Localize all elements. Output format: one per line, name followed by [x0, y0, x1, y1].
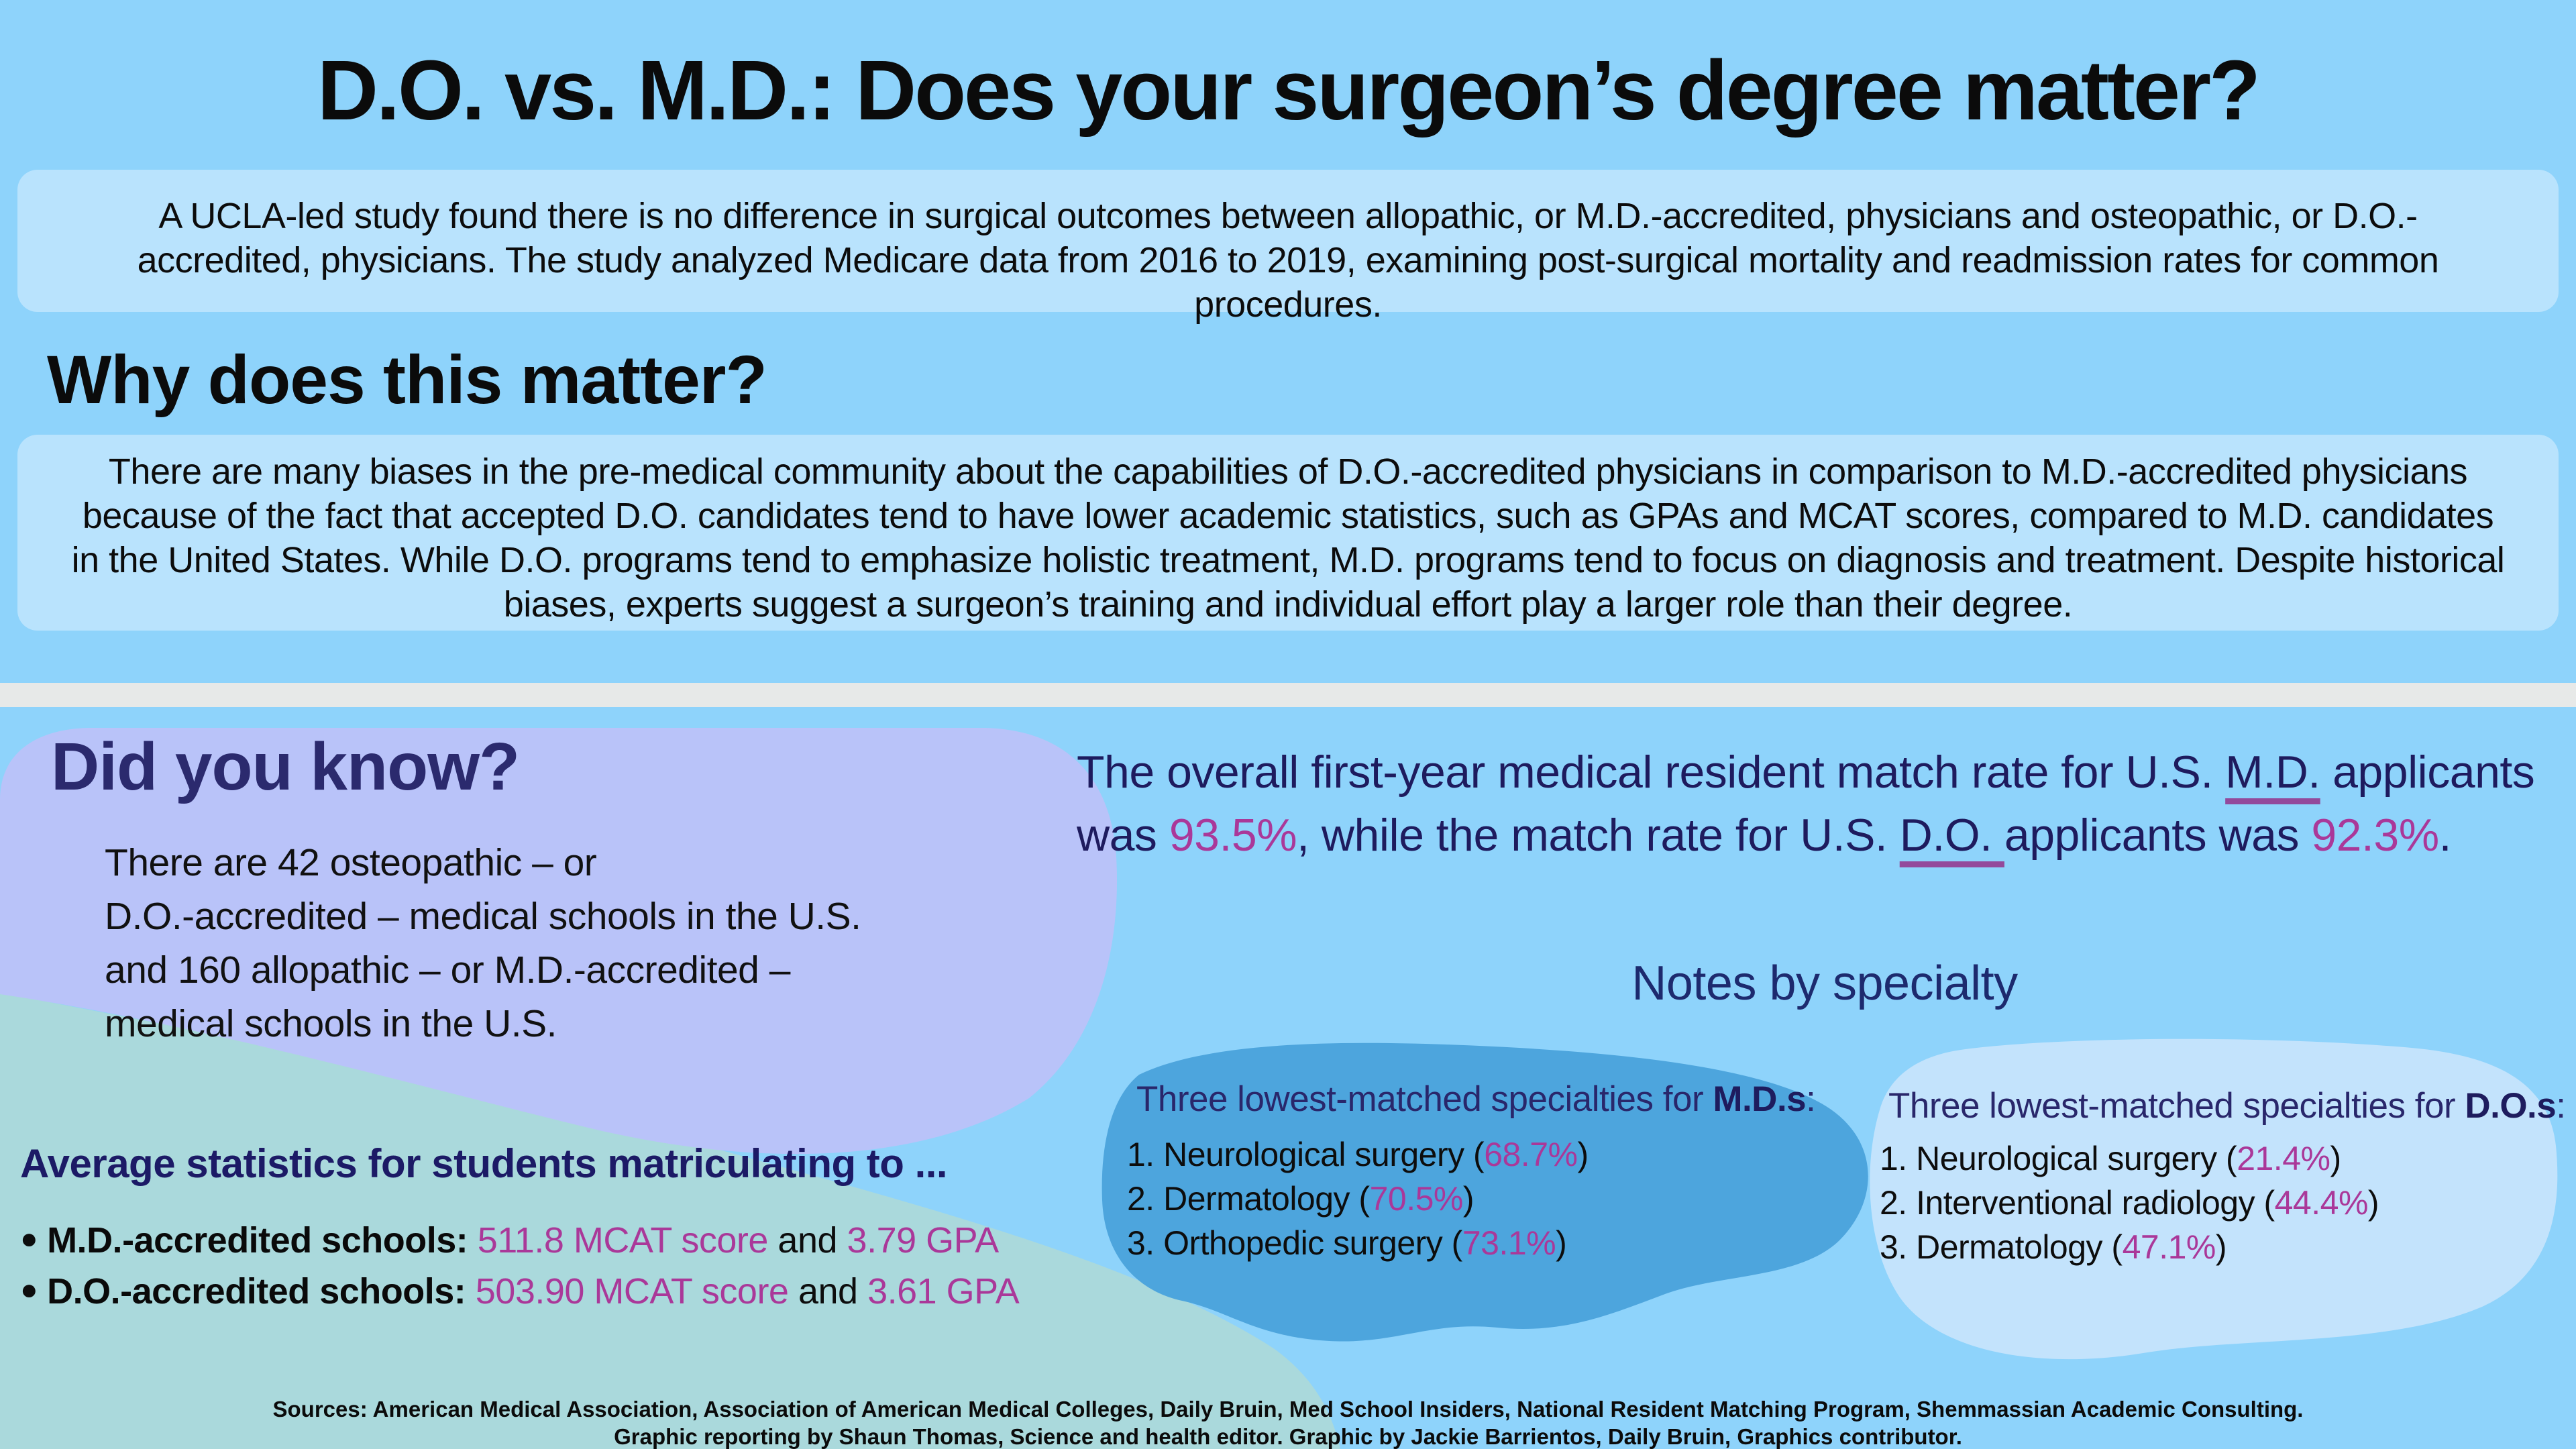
md-blob-list: 1. Neurological surgery (68.7%) 2. Derma…	[1127, 1132, 1589, 1265]
why-heading: Why does this matter?	[47, 341, 767, 418]
why-body-text: There are many biases in the pre-medical…	[71, 451, 2505, 625]
md-stats-text: M.D.-accredited schools: 511.8 MCAT scor…	[47, 1220, 999, 1260]
do-blob-list: 1. Neurological surgery (21.4%) 2. Inter…	[1880, 1136, 2379, 1269]
intro-summary-text: A UCLA-led study found there is no diffe…	[137, 196, 2439, 325]
page-title: D.O. vs. M.D.: Does your surgeon’s degre…	[317, 43, 2261, 138]
section-divider	[0, 683, 2576, 707]
credits-line: Graphic reporting by Shaun Thomas, Scien…	[614, 1424, 1962, 1449]
md-specialties-blob	[1102, 1042, 1868, 1342]
did-you-know-text: There are 42 osteopathic – or D.O.-accre…	[105, 841, 861, 1045]
list-item: 1. Neurological surgery (21.4%)	[1880, 1140, 2341, 1177]
list-item: 2. Dermatology (70.5%)	[1127, 1180, 1474, 1218]
list-item: 3. Dermatology (47.1%)	[1880, 1228, 2227, 1266]
md-blob-title: Three lowest-matched specialties for M.D…	[1136, 1079, 1816, 1119]
sources-line: Sources: American Medical Association, A…	[272, 1397, 2304, 1421]
why-body-box: There are many biases in the pre-medical…	[17, 435, 2559, 631]
list-item: 2. Interventional radiology (44.4%)	[1880, 1184, 2379, 1222]
notes-by-specialty-heading: Notes by specialty	[1631, 957, 2018, 1010]
do-blob-title: Three lowest-matched specialties for D.O…	[1888, 1086, 2566, 1126]
intro-summary-box: A UCLA-led study found there is no diffe…	[17, 170, 2559, 325]
bottom-background-shapes	[0, 707, 2576, 1449]
teal-corner-shape	[0, 993, 1340, 1449]
do-specialties-blob	[1870, 1038, 2558, 1360]
list-item: 1. Neurological surgery (68.7%)	[1127, 1136, 1589, 1173]
match-rate-statement: The overall first-year medical resident …	[1077, 747, 2535, 861]
do-stats-text: D.O.-accredited schools: 503.90 MCAT sco…	[47, 1271, 1020, 1311]
periwinkle-panel-shape	[0, 728, 1118, 1155]
md-stats-bullet: ● M.D.-accredited schools: 511.8 MCAT sco…	[20, 1220, 999, 1261]
list-item: 3. Orthopedic surgery (73.1%)	[1127, 1224, 1567, 1262]
bullet-icon: ●	[20, 1273, 38, 1306]
did-you-know-heading: Did you know?	[51, 729, 520, 804]
sources-footer: Sources: American Medical Association, A…	[0, 1395, 2576, 1449]
do-stats-bullet: ● D.O.-accredited schools: 503.90 MCAT sc…	[20, 1271, 1020, 1312]
average-stats-heading: Average statistics for students matricul…	[20, 1141, 948, 1186]
bullet-icon: ●	[20, 1222, 38, 1255]
